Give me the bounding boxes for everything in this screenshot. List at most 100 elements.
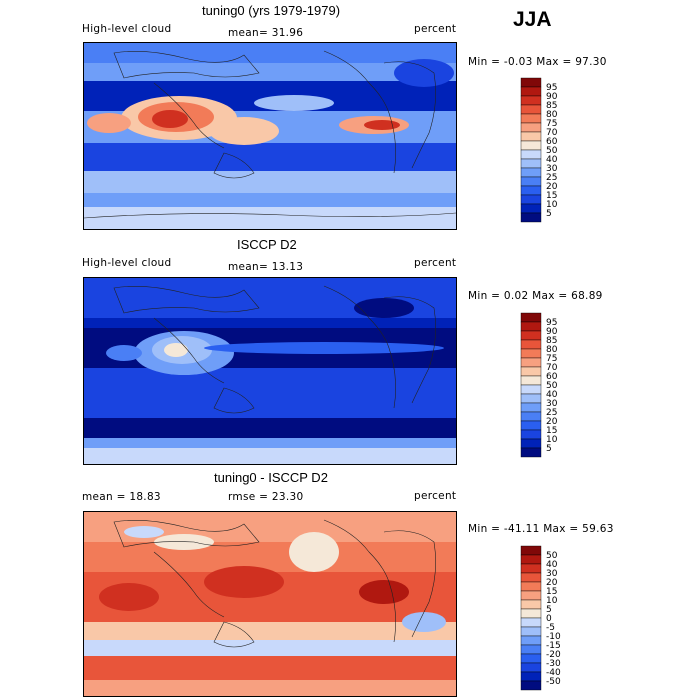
colorbar-tick-label: 25 — [546, 408, 557, 418]
colorbar-tick-label: 60 — [546, 137, 558, 147]
colorbar-tick-label: 85 — [546, 101, 557, 111]
colorbar-swatch — [520, 321, 542, 332]
variable-label: High-level cloud — [82, 23, 172, 35]
colorbar-swatch — [520, 131, 542, 142]
colorbar-tick-label: 5 — [546, 209, 552, 219]
colorbar-swatch — [520, 348, 542, 359]
season-label: JJA — [513, 8, 552, 31]
colorbar-tick-label: 90 — [546, 92, 558, 102]
colorbar-tick-label: 15 — [546, 191, 557, 201]
colorbar-swatch — [520, 194, 542, 205]
colorbar-tick-label: -40 — [546, 668, 561, 678]
colorbar-tick-label: 90 — [546, 327, 558, 337]
colorbar-swatch — [520, 635, 542, 646]
colorbar-tick-label: 5 — [546, 444, 552, 454]
panel-title: tuning0 - ISCCP D2 — [214, 470, 328, 485]
colorbar-tick-label: 50 — [546, 551, 558, 561]
map-plot — [83, 42, 457, 230]
colorbar-swatch — [520, 312, 542, 323]
colorbar-swatch — [520, 626, 542, 637]
colorbar-swatch — [520, 140, 542, 151]
diff-cloud-map — [84, 512, 456, 696]
colorbar-tick-label: -30 — [546, 659, 561, 669]
units-label: percent — [414, 23, 457, 35]
colorbar-swatch — [520, 572, 542, 583]
colorbar-swatch — [520, 590, 542, 601]
colorbar-swatch — [520, 212, 542, 223]
colorbar-swatch — [520, 122, 542, 133]
colorbar-swatch — [520, 375, 542, 386]
colorbar-swatch — [520, 95, 542, 106]
colorbar-swatch — [520, 339, 542, 350]
colorbar-swatch — [520, 599, 542, 610]
colorbar-tick-label: 0 — [546, 614, 552, 624]
colorbar-tick-label: -10 — [546, 632, 561, 642]
colorbar-swatch — [520, 662, 542, 673]
colorbar-swatch — [520, 644, 542, 655]
colorbar: 95 90 85 80 75 70 60 50 40 30 25 20 15 10 5 — [520, 77, 581, 228]
colorbar-tick-label: -20 — [546, 650, 561, 660]
colorbar-tick-label: 20 — [546, 182, 558, 192]
colorbar-tick-label: 10 — [546, 200, 558, 210]
colorbar-tick-label: 15 — [546, 426, 557, 436]
colorbar-swatch — [520, 357, 542, 368]
mean-label: mean = 18.83 — [82, 491, 161, 503]
colorbar-tick-label: 20 — [546, 578, 558, 588]
colorbar-swatch — [520, 330, 542, 341]
panel-title: tuning0 (yrs 1979-1979) — [202, 3, 341, 18]
map-plot — [83, 511, 457, 697]
colorbar-swatch — [520, 393, 542, 404]
colorbar-swatch — [520, 608, 542, 619]
colorbar-tick-label: 80 — [546, 345, 558, 355]
colorbar-swatch — [520, 563, 542, 574]
colorbar-swatch — [520, 384, 542, 395]
colorbar-tick-label: 75 — [546, 354, 557, 364]
colorbar-swatch — [520, 402, 542, 413]
colorbar-swatch — [520, 447, 542, 458]
colorbar-tick-label: 50 — [546, 381, 558, 391]
colorbar-tick-label: 30 — [546, 164, 558, 174]
colorbar-tick-label: 30 — [546, 569, 558, 579]
units-label: percent — [414, 257, 457, 269]
colorbar-swatch — [520, 438, 542, 449]
colorbar-tick-label: 30 — [546, 399, 558, 409]
colorbar-swatch — [520, 581, 542, 592]
colorbar-swatch — [520, 680, 542, 691]
colorbar-tick-label: 70 — [546, 363, 558, 373]
colorbar-swatch — [520, 429, 542, 440]
min-max-label: Min = -0.03 Max = 97.30 — [468, 56, 607, 68]
colorbar-swatch — [520, 653, 542, 664]
min-max-label: Min = 0.02 Max = 68.89 — [468, 290, 603, 302]
variable-label: High-level cloud — [82, 257, 172, 269]
colorbar-swatch — [520, 185, 542, 196]
colorbar-tick-label: 95 — [546, 83, 557, 93]
colorbar-tick-label: 5 — [546, 605, 552, 615]
colorbar-tick-label: 40 — [546, 560, 558, 570]
colorbar-tick-label: 80 — [546, 110, 558, 120]
colorbar-tick-label: -15 — [546, 641, 561, 651]
colorbar-swatch — [520, 671, 542, 682]
colorbar-tick-label: 40 — [546, 390, 558, 400]
colorbar-tick-label: 70 — [546, 128, 558, 138]
units-label: percent — [414, 490, 457, 502]
colorbar-swatch — [520, 86, 542, 97]
colorbar-swatch — [520, 77, 542, 88]
colorbar-swatch — [520, 113, 542, 124]
colorbar-tick-label: 75 — [546, 119, 557, 129]
colorbar-tick-label: 60 — [546, 372, 558, 382]
panel-title: ISCCP D2 — [237, 237, 297, 252]
colorbar-tick-label: 85 — [546, 336, 557, 346]
mean-label: mean= 31.96 — [228, 27, 304, 39]
colorbar-swatch — [520, 167, 542, 178]
colorbar-tick-label: 10 — [546, 435, 558, 445]
colorbar-tick-label: 25 — [546, 173, 557, 183]
colorbar-tick-label: 40 — [546, 155, 558, 165]
colorbar-tick-label: -50 — [546, 677, 561, 687]
colorbar-tick-label: -5 — [546, 623, 555, 633]
colorbar-swatch — [520, 149, 542, 160]
colorbar-swatch — [520, 203, 542, 214]
colorbar-swatch — [520, 411, 542, 422]
mean-label: mean= 13.13 — [228, 261, 304, 273]
